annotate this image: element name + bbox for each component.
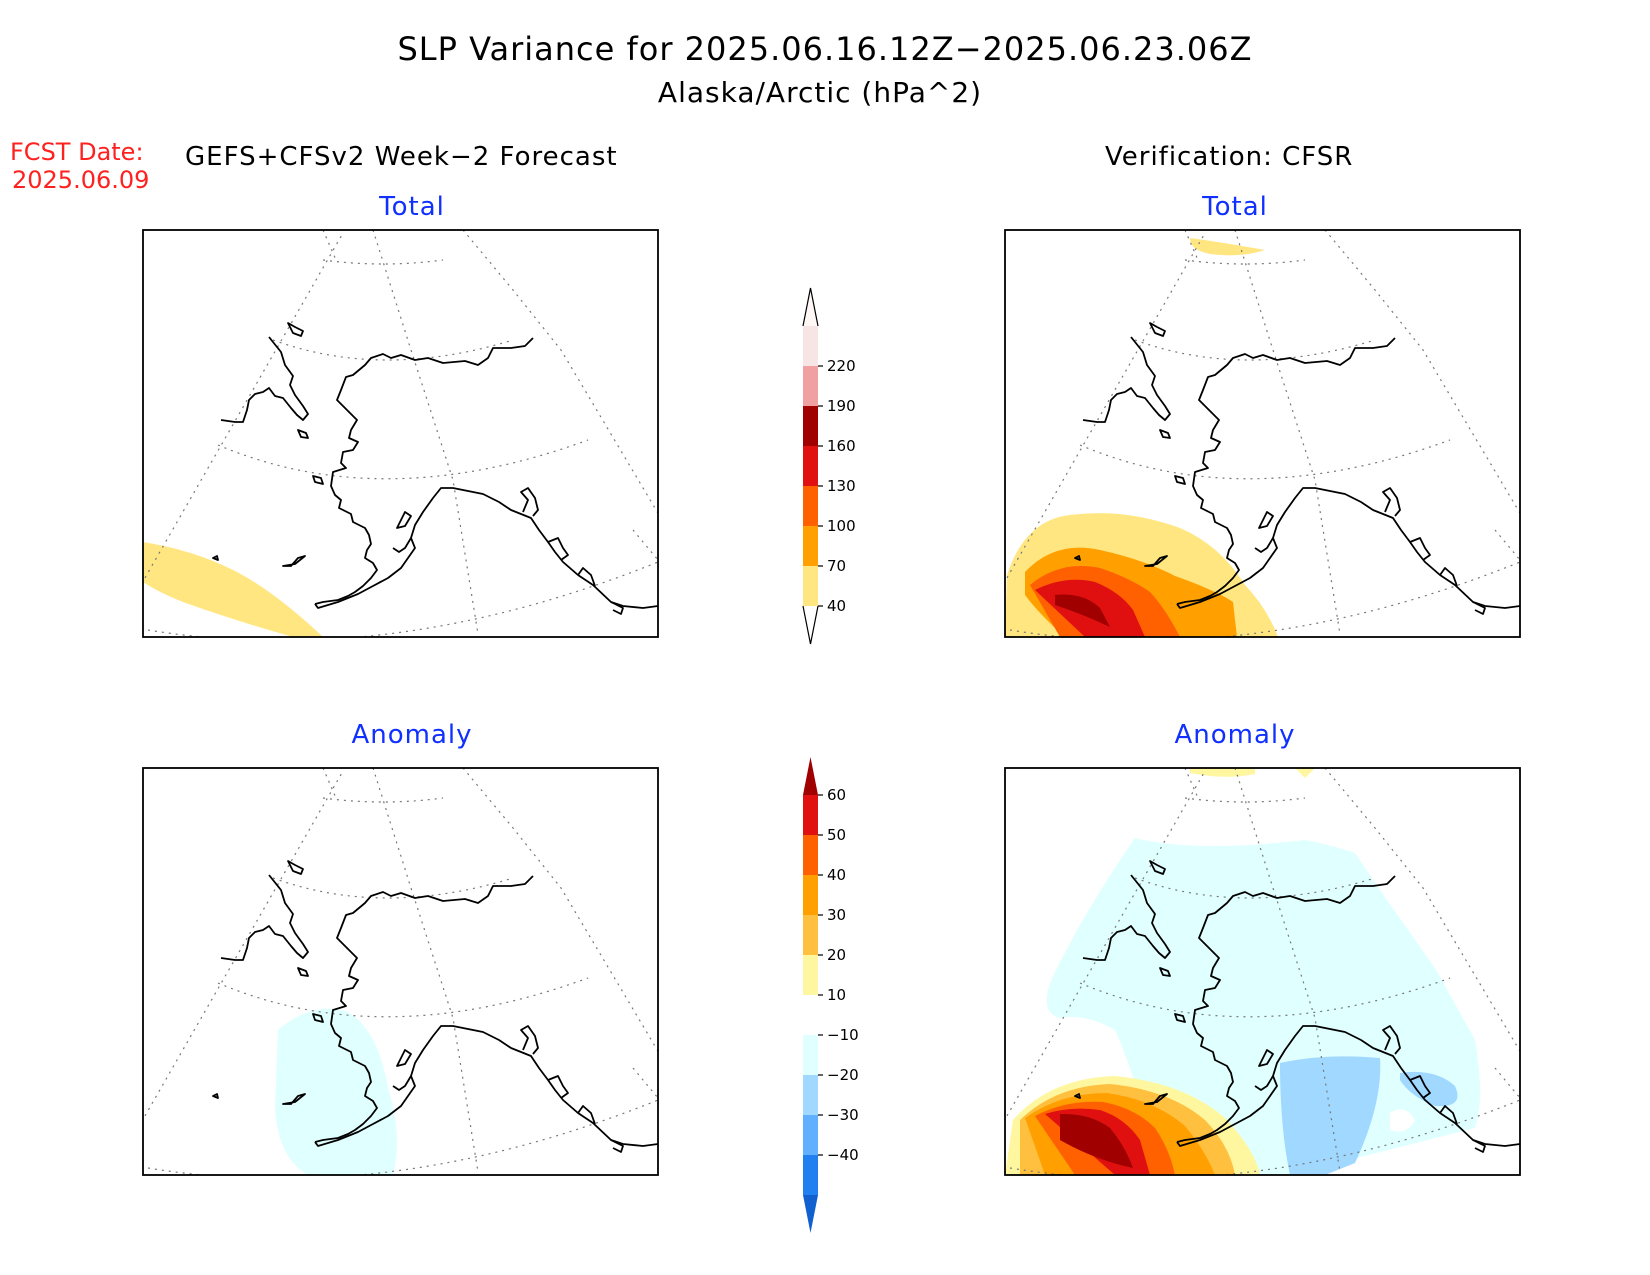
colorbar-tick-label: 190 bbox=[827, 397, 856, 415]
colorbar-tick-label: 100 bbox=[827, 517, 856, 535]
map-title: SLP Variance for 2025.06.16.12Z−2025.06.… bbox=[397, 30, 1253, 68]
colorbar-swatch bbox=[803, 366, 818, 406]
map-subtitle: Alaska/Arctic (hPa^2) bbox=[657, 76, 983, 109]
verification-total-map bbox=[1004, 229, 1521, 638]
colorbar-swatch bbox=[803, 875, 818, 915]
colorbar-swatch bbox=[803, 326, 818, 366]
colorbar-swatch bbox=[803, 1075, 818, 1115]
colorbar-swatch bbox=[803, 566, 818, 606]
forecast-total-title: Total bbox=[379, 192, 445, 222]
forecast-anomaly-map bbox=[142, 767, 659, 1176]
colorbar-tick-label: 220 bbox=[827, 357, 856, 375]
colorbar-swatch bbox=[803, 915, 818, 955]
colorbar-swatch bbox=[803, 955, 818, 995]
forecast-total-map bbox=[142, 229, 659, 638]
colorbar-tick-label: 160 bbox=[827, 437, 856, 455]
colorbar-swatch bbox=[803, 835, 818, 875]
colorbar-swatch bbox=[803, 526, 818, 566]
colorbar-top-arrow bbox=[803, 757, 818, 795]
colorbar-bottom-arrow bbox=[803, 1195, 818, 1233]
fcst-date-value: 2025.06.09 bbox=[12, 166, 150, 194]
forecast-header: GEFS+CFSv2 Week−2 Forecast bbox=[185, 142, 618, 172]
forecast-anomaly-title: Anomaly bbox=[351, 720, 473, 750]
colorbar-swatch bbox=[803, 1115, 818, 1155]
colorbar-tick-label: 70 bbox=[827, 557, 846, 575]
colorbar-tick-label: 20 bbox=[827, 946, 846, 964]
colorbar-swatch bbox=[803, 1035, 818, 1075]
colorbar-tick-label: 60 bbox=[827, 786, 846, 804]
colorbar-tick-label: 130 bbox=[827, 477, 856, 495]
colorbar-tick-label: −30 bbox=[827, 1106, 859, 1124]
colorbar-tick-label: −10 bbox=[827, 1026, 859, 1044]
total-colorbar: 220 190 160 130 100 70 40 bbox=[802, 287, 856, 645]
colorbar-swatch bbox=[803, 486, 818, 526]
colorbar-swatch bbox=[803, 406, 818, 446]
verification-anomaly-title: Anomaly bbox=[1174, 720, 1296, 750]
colorbar-swatch bbox=[803, 795, 818, 835]
colorbar-top-arrow bbox=[802, 287, 819, 327]
colorbar-tick-label: −40 bbox=[827, 1146, 859, 1164]
colorbar-tick-label: −20 bbox=[827, 1066, 859, 1084]
colorbar-bottom-arrow bbox=[802, 605, 819, 645]
colorbar-tick-label: 30 bbox=[827, 906, 846, 924]
colorbar-swatch bbox=[803, 446, 818, 486]
colorbar-tick-label: 40 bbox=[827, 597, 846, 615]
anomaly-colorbar: 60 50 40 30 20 10 −10 −20 −30 −40 bbox=[803, 757, 859, 1233]
colorbar-swatch bbox=[803, 1155, 818, 1195]
colorbar-tick-label: 40 bbox=[827, 866, 846, 884]
fcst-date-label: FCST Date: bbox=[10, 138, 144, 166]
verification-header: Verification: CFSR bbox=[1105, 142, 1354, 172]
colorbar-swatch bbox=[803, 995, 818, 1035]
verification-total-title: Total bbox=[1202, 192, 1268, 222]
colorbar-tick-label: 50 bbox=[827, 826, 846, 844]
colorbar-tick-label: 10 bbox=[827, 986, 846, 1004]
verification-anomaly-map bbox=[1004, 767, 1521, 1176]
